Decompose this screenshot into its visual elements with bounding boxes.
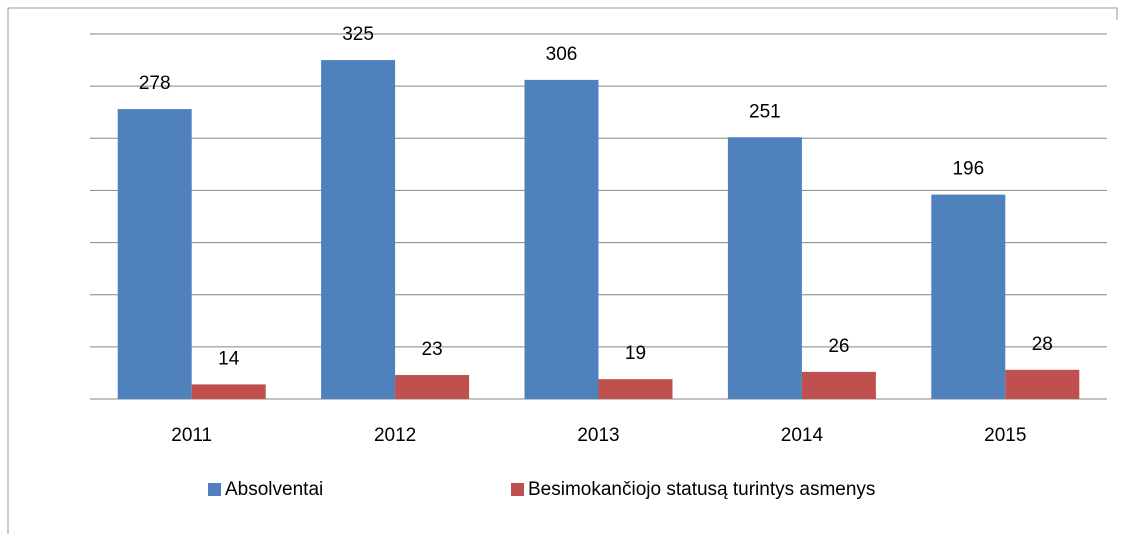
data-label: 19	[625, 343, 646, 364]
data-label: 325	[342, 24, 374, 45]
bar	[801, 371, 876, 399]
x-tick-label: 2014	[781, 425, 824, 446]
bar	[191, 384, 266, 399]
bar	[1005, 369, 1080, 399]
x-tick-label: 2015	[984, 425, 1026, 446]
frame	[7, 7, 1118, 534]
bar	[598, 379, 673, 399]
data-label: 26	[828, 336, 849, 357]
bar	[117, 109, 192, 399]
legend-swatch	[208, 483, 221, 496]
legend-label: Besimokančiojo statusą turintys asmenys	[528, 479, 875, 500]
bar	[321, 60, 396, 399]
data-label: 306	[546, 44, 578, 65]
data-label: 14	[218, 348, 240, 369]
bar	[524, 79, 599, 399]
bar	[727, 137, 802, 399]
legend-swatch	[511, 483, 524, 496]
x-tick-label: 2011	[171, 425, 212, 446]
data-label: 251	[749, 101, 781, 122]
x-tick-label: 2012	[374, 425, 416, 446]
data-label: 28	[1032, 334, 1053, 355]
bar	[931, 194, 1006, 399]
data-label: 196	[952, 159, 984, 180]
data-label: 278	[139, 73, 171, 94]
data-label: 23	[422, 339, 443, 360]
legend-label: Absolventai	[225, 479, 323, 500]
x-tick-label: 2013	[577, 425, 619, 446]
bar	[395, 375, 470, 399]
